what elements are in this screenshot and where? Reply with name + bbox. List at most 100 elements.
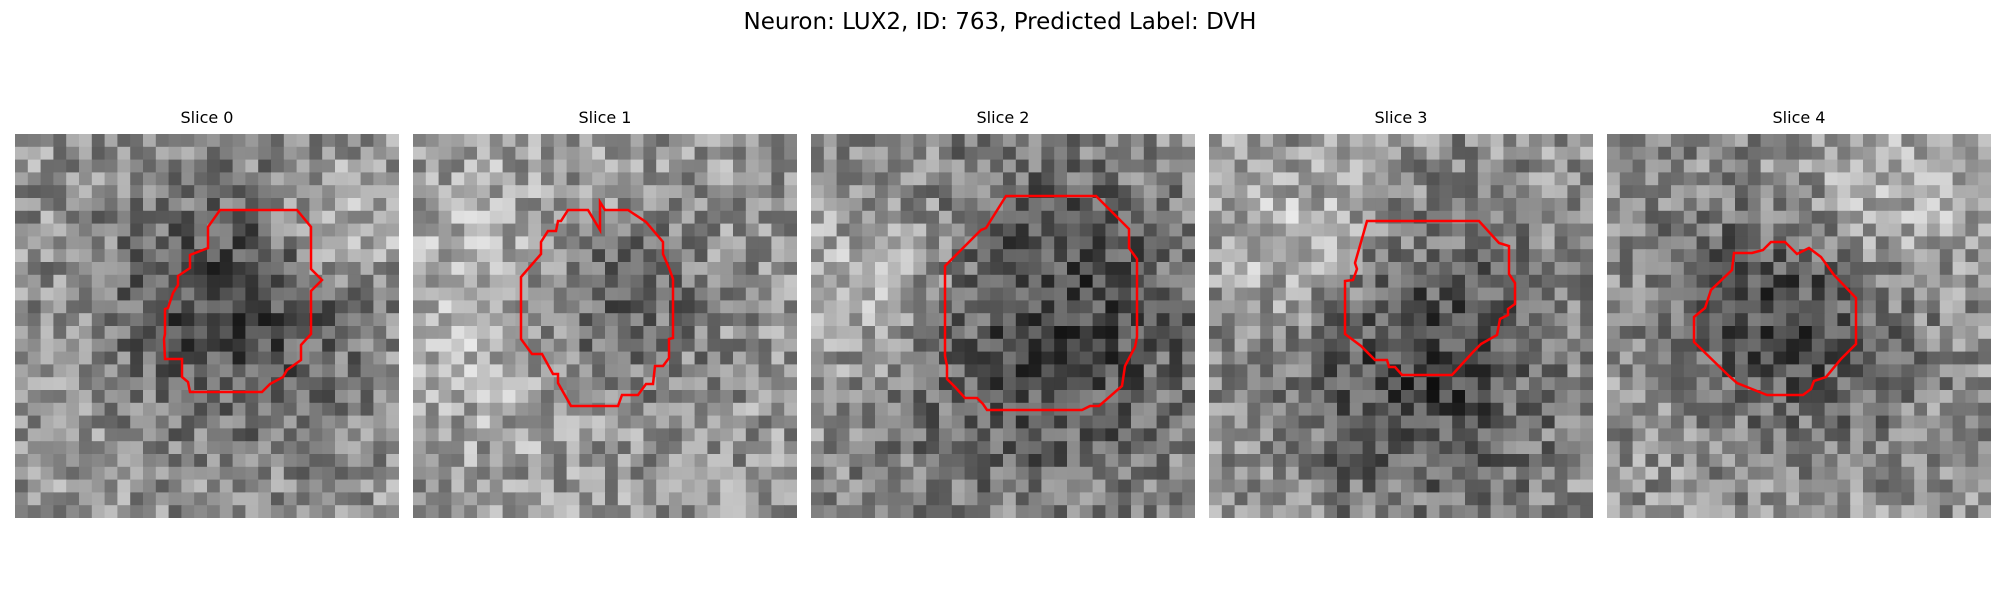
pixel	[784, 274, 797, 289]
pixel	[875, 377, 889, 391]
pixel	[990, 249, 1004, 263]
pixel	[1786, 300, 1800, 314]
pixel	[117, 505, 131, 518]
pixel	[1927, 415, 1941, 429]
pixel	[360, 172, 374, 186]
pixel	[1619, 159, 1634, 173]
pixel	[1465, 185, 1479, 199]
pixel	[1273, 313, 1287, 327]
pixel	[1298, 198, 1312, 212]
pixel	[1273, 172, 1287, 186]
pixel	[1003, 351, 1017, 365]
pixel	[964, 172, 978, 186]
pixel	[335, 402, 349, 417]
pixel	[1105, 223, 1119, 237]
pixel	[1169, 454, 1183, 468]
pixel	[1260, 505, 1274, 518]
pixel	[1426, 262, 1440, 276]
pixel	[335, 236, 349, 250]
pixel	[1143, 313, 1158, 327]
pixel	[913, 428, 927, 442]
pixel	[143, 377, 157, 391]
pixel	[733, 223, 747, 237]
pixel	[1452, 351, 1466, 365]
pixel	[1735, 351, 1749, 365]
pixel	[643, 287, 657, 301]
pixel	[245, 441, 259, 455]
pixel	[1632, 390, 1646, 404]
pixel	[1465, 454, 1479, 468]
pixel	[1452, 454, 1466, 468]
pixel	[335, 390, 349, 404]
pixel	[1811, 364, 1826, 378]
pixel	[1247, 223, 1261, 237]
pixel	[1939, 492, 1954, 506]
pixel	[1169, 223, 1183, 237]
pixel	[27, 249, 42, 263]
pixel	[1324, 159, 1338, 173]
pixel	[1413, 236, 1428, 250]
pixel	[91, 492, 106, 506]
pixel	[1054, 134, 1068, 148]
pixel	[1028, 466, 1042, 481]
pixel	[1927, 300, 1941, 314]
pixel	[360, 287, 374, 301]
pixel	[438, 134, 452, 148]
pixel	[1735, 210, 1749, 225]
pixel	[1952, 249, 1966, 263]
pixel	[373, 262, 387, 276]
pixel	[66, 377, 80, 391]
pixel	[40, 351, 54, 365]
pixel	[1671, 172, 1685, 186]
pixel	[605, 492, 619, 506]
pixel	[669, 159, 683, 173]
pixel	[1888, 338, 1902, 353]
pixel	[1529, 223, 1543, 237]
pixel	[1349, 428, 1364, 442]
pixel	[207, 351, 221, 365]
slice-panel-0: Slice 0	[15, 106, 399, 524]
pixel	[1875, 428, 1890, 442]
pixel	[1324, 505, 1338, 518]
pixel	[464, 390, 478, 404]
pixel	[579, 479, 593, 493]
pixel	[15, 159, 29, 173]
pixel	[1658, 415, 1672, 429]
pixel	[1554, 479, 1568, 493]
pixel	[1169, 236, 1183, 250]
pixel	[373, 172, 387, 186]
pixel	[617, 172, 632, 186]
pixel	[219, 210, 234, 225]
pixel	[1221, 326, 1236, 340]
pixel	[360, 402, 374, 417]
pixel	[322, 326, 336, 340]
pixel	[694, 326, 708, 340]
pixel	[1067, 146, 1081, 161]
pixel	[1273, 134, 1287, 148]
pixel	[347, 146, 362, 161]
pixel	[1914, 159, 1928, 173]
pixel	[592, 454, 606, 468]
pixel	[155, 185, 170, 199]
pixel	[15, 146, 29, 161]
pixel	[1349, 313, 1364, 327]
pixel	[694, 159, 708, 173]
pixel	[219, 454, 234, 468]
pixel	[1452, 159, 1466, 173]
pixel	[15, 402, 29, 417]
pixel	[1901, 274, 1915, 289]
pixel	[271, 338, 285, 353]
pixel	[1901, 402, 1915, 417]
pixel	[681, 364, 696, 378]
pixel	[745, 274, 760, 289]
pixel	[451, 223, 465, 237]
pixel	[1028, 441, 1042, 455]
pixel	[104, 172, 118, 186]
pixel	[258, 146, 272, 161]
pixel	[15, 313, 29, 327]
pixel	[771, 274, 785, 289]
pixel	[862, 479, 876, 493]
pixel	[1054, 441, 1068, 455]
pixel	[1362, 479, 1376, 493]
pixel	[1978, 402, 1991, 417]
